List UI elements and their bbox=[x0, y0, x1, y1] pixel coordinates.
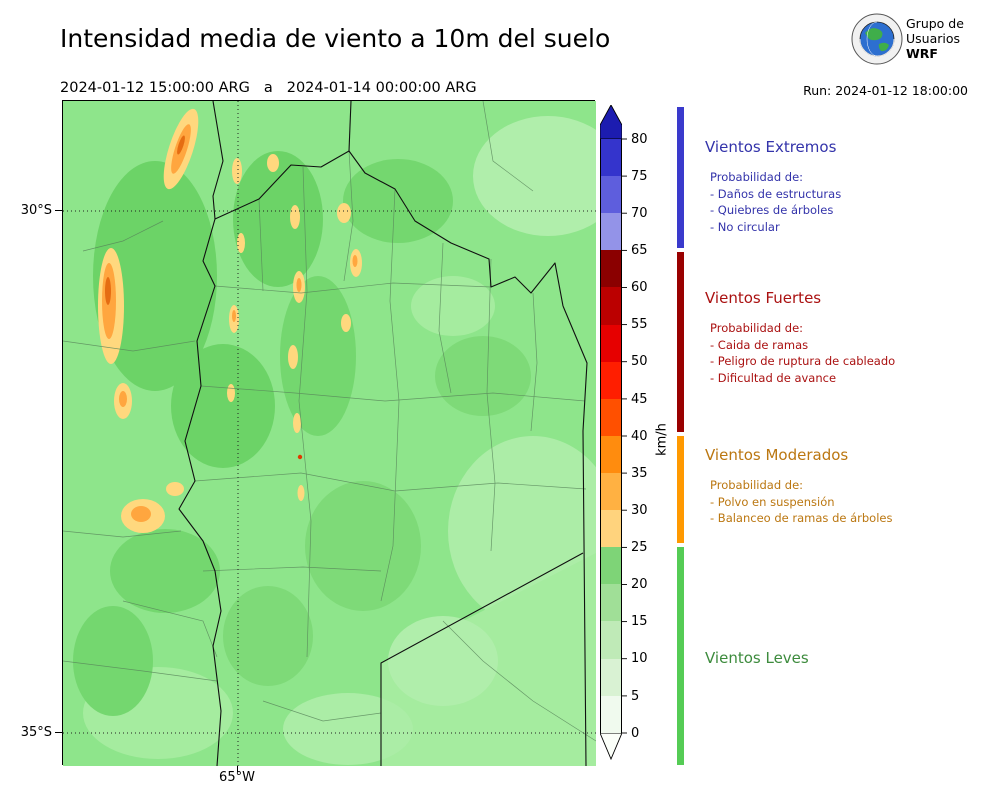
lat-label-30s: 30°S bbox=[20, 203, 52, 218]
valid-to: 2024-01-14 00:00:00 ARG bbox=[286, 80, 477, 96]
legend-prob-heading: Probabilidad de: bbox=[710, 478, 804, 492]
colorbar-segment bbox=[600, 399, 622, 437]
department-boundaries bbox=[62, 100, 597, 742]
colorbar-segment bbox=[600, 213, 622, 251]
run-timestamp: Run: 2024-01-12 18:00:00 bbox=[803, 83, 968, 98]
colorbar-segment bbox=[600, 621, 622, 659]
valid-from: 2024-01-12 15:00:00 ARG bbox=[60, 80, 250, 96]
category-bar-fuertes bbox=[677, 252, 684, 432]
colorbar-tick-label: 0 bbox=[631, 726, 640, 741]
wind-medium-green-patches bbox=[73, 151, 531, 716]
legend-prob-heading: Probabilidad de: bbox=[710, 321, 804, 335]
category-bar-extremos bbox=[677, 107, 684, 248]
page-title: Intensidad media de viento a 10m del sue… bbox=[60, 24, 611, 53]
logo-line-2: Usuarios bbox=[906, 31, 961, 46]
colorbar-tick-label: 55 bbox=[631, 317, 648, 332]
legend-moderados-title: Vientos Moderados bbox=[705, 446, 849, 464]
colorbar-tick-label: 60 bbox=[631, 280, 648, 295]
colorbar-tick-label: 80 bbox=[631, 132, 648, 147]
valid-period: 2024-01-12 15:00:00 ARG a 2024-01-14 00:… bbox=[60, 80, 477, 96]
province-boundaries bbox=[178, 100, 588, 767]
graticule-lines bbox=[63, 101, 596, 766]
legend-leves: Vientos Leves bbox=[705, 649, 809, 680]
category-bar-leves bbox=[677, 547, 684, 765]
legend-extremos: Vientos Extremos Probabilidad de: - Daño… bbox=[705, 138, 841, 235]
legend-item: - Polvo en suspensión bbox=[710, 494, 835, 509]
wind-intensity-map bbox=[62, 100, 633, 767]
colorbar-segment bbox=[600, 139, 622, 177]
colorbar-segment bbox=[600, 250, 622, 288]
lon-label-65w: 65°W bbox=[219, 770, 255, 785]
colorbar-segment bbox=[600, 362, 622, 400]
valid-separator: a bbox=[263, 80, 273, 96]
legend-item: - Caida de ramas bbox=[710, 337, 809, 352]
legend-extremos-title: Vientos Extremos bbox=[705, 138, 837, 156]
colorbar-tick-label: 50 bbox=[631, 354, 648, 369]
colorbar-segment bbox=[600, 325, 622, 363]
legend-item: - Daños de estructuras bbox=[710, 186, 842, 201]
legend-fuertes: Vientos Fuertes Probabilidad de: - Caida… bbox=[705, 289, 895, 386]
colorbar-tick-label: 70 bbox=[631, 206, 648, 221]
colorbar-segment bbox=[600, 287, 622, 325]
wrf-logo-text: Grupo de Usuarios WRF bbox=[906, 16, 964, 61]
lat-tick-30s bbox=[55, 210, 62, 211]
wrf-logo-globe-icon bbox=[851, 13, 903, 65]
lon-tick-65w bbox=[237, 766, 238, 772]
colorbar-tick-marks bbox=[622, 138, 627, 734]
colorbar-segment bbox=[600, 176, 622, 214]
colorbar-tick-label: 30 bbox=[631, 503, 648, 518]
legend-item: - Dificultad de avance bbox=[710, 370, 837, 385]
legend-moderados: Vientos Moderados Probabilidad de: - Pol… bbox=[705, 446, 892, 527]
lat-tick-35s bbox=[55, 732, 62, 733]
colorbar-tick-label: 65 bbox=[631, 243, 648, 258]
category-bar-moderados bbox=[677, 436, 684, 543]
colorbar-unit-label: km/h bbox=[654, 423, 670, 456]
legend-item: - Peligro de ruptura de cableado bbox=[710, 354, 896, 368]
colorbar-tick-label: 75 bbox=[631, 169, 648, 184]
colorbar-segment bbox=[600, 436, 622, 474]
colorbar-segment bbox=[600, 584, 622, 622]
map-frame bbox=[62, 100, 633, 767]
colorbar-tick-label: 10 bbox=[631, 651, 648, 666]
wind-moderate-patches bbox=[98, 108, 362, 533]
colorbar-tick-label: 40 bbox=[631, 429, 648, 444]
colorbar-tick-label: 45 bbox=[631, 392, 648, 407]
colorbar-tick-label: 5 bbox=[631, 689, 640, 704]
colorbar-segment bbox=[600, 696, 622, 733]
logo-line-3: WRF bbox=[906, 46, 938, 61]
colorbar-tick-label: 15 bbox=[631, 614, 648, 629]
colorbar-under-arrow bbox=[600, 733, 622, 760]
colorbar-tick-label: 25 bbox=[631, 540, 648, 555]
colorbar-segment bbox=[600, 547, 622, 585]
logo-line-1: Grupo de bbox=[906, 16, 964, 31]
colorbar-segment bbox=[600, 473, 622, 511]
colorbar-segment bbox=[600, 659, 622, 697]
colorbar-tick-label: 35 bbox=[631, 466, 648, 481]
legend-fuertes-title: Vientos Fuertes bbox=[705, 289, 822, 307]
colorbar-over-arrow bbox=[600, 105, 622, 139]
lat-label-35s: 35°S bbox=[20, 725, 52, 740]
colorbar bbox=[600, 105, 630, 767]
legend-prob-heading: Probabilidad de: bbox=[710, 170, 804, 184]
colorbar-segment bbox=[600, 510, 622, 548]
legend-item: - Quiebres de árboles bbox=[710, 203, 834, 217]
legend-item: - Balanceo de ramas de árboles bbox=[710, 511, 893, 525]
legend-item: - No circular bbox=[710, 219, 780, 234]
colorbar-tick-label: 20 bbox=[631, 577, 648, 592]
legend-leves-title: Vientos Leves bbox=[705, 649, 809, 667]
